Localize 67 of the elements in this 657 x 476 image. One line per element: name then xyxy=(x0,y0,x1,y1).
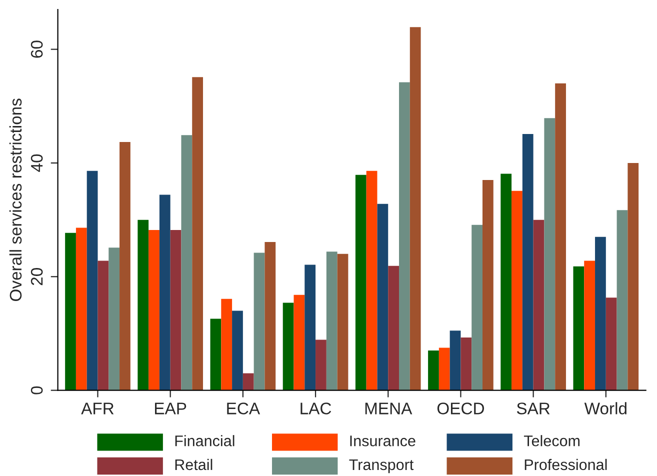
bar xyxy=(377,204,388,390)
bar xyxy=(450,330,461,390)
bar xyxy=(159,194,170,390)
bar xyxy=(606,298,617,390)
bar xyxy=(584,260,596,390)
legend-label: Telecom xyxy=(524,435,580,446)
bar xyxy=(170,230,182,390)
bar xyxy=(500,174,512,390)
bar xyxy=(221,298,232,390)
bar xyxy=(264,242,276,390)
legend-label: Financial xyxy=(175,435,234,446)
bar xyxy=(108,248,120,390)
bar xyxy=(555,83,566,390)
bar xyxy=(254,252,265,390)
bar xyxy=(355,174,366,390)
bar xyxy=(512,190,522,390)
bar xyxy=(388,266,400,390)
bar xyxy=(120,142,130,390)
bar xyxy=(98,260,109,390)
bar xyxy=(326,252,338,390)
legend-label: Retail xyxy=(175,458,212,470)
bar xyxy=(399,82,410,390)
x-tick-label: MENA xyxy=(365,402,412,414)
y-tick-label: 20 xyxy=(30,268,43,286)
x-tick-label: LAC xyxy=(300,402,332,414)
bar xyxy=(544,118,556,390)
bar xyxy=(573,266,584,390)
bar xyxy=(366,170,378,390)
bar xyxy=(76,228,87,390)
bar xyxy=(472,224,482,390)
legend-label: Transport xyxy=(349,459,414,474)
bar xyxy=(282,302,294,390)
bar xyxy=(522,134,534,390)
bar xyxy=(86,170,98,390)
y-tick-label: 60 xyxy=(30,40,43,58)
x-tick-label: World xyxy=(584,402,626,414)
bar xyxy=(482,180,494,390)
legend-label: Professional xyxy=(524,458,607,470)
bar xyxy=(181,135,192,390)
bar xyxy=(316,340,326,390)
bar xyxy=(438,348,450,390)
x-tick-label: AFR xyxy=(81,402,114,414)
bar xyxy=(616,210,628,390)
legend-label: Insurance xyxy=(350,436,416,446)
bar xyxy=(304,264,316,390)
y-axis-title: Overall services restrictions xyxy=(9,98,22,301)
bar xyxy=(595,236,606,390)
bar xyxy=(138,220,149,390)
bar xyxy=(210,318,222,390)
bar xyxy=(410,27,421,390)
bar xyxy=(148,230,160,390)
x-tick-label: EAP xyxy=(155,402,186,414)
x-tick-label: OECD xyxy=(437,402,484,414)
bar xyxy=(294,294,305,390)
y-tick-label: 0 xyxy=(30,386,43,394)
y-tick-label: 40 xyxy=(30,154,43,172)
bar xyxy=(242,373,254,390)
bar xyxy=(65,232,76,390)
bar xyxy=(192,77,204,390)
x-tick-label: SAR xyxy=(516,402,550,414)
bar xyxy=(232,310,243,390)
bar xyxy=(428,350,439,390)
bar xyxy=(533,220,544,390)
bar xyxy=(628,162,639,390)
x-tick-label: ECA xyxy=(227,402,260,414)
bar xyxy=(460,337,472,390)
bar xyxy=(337,254,348,390)
